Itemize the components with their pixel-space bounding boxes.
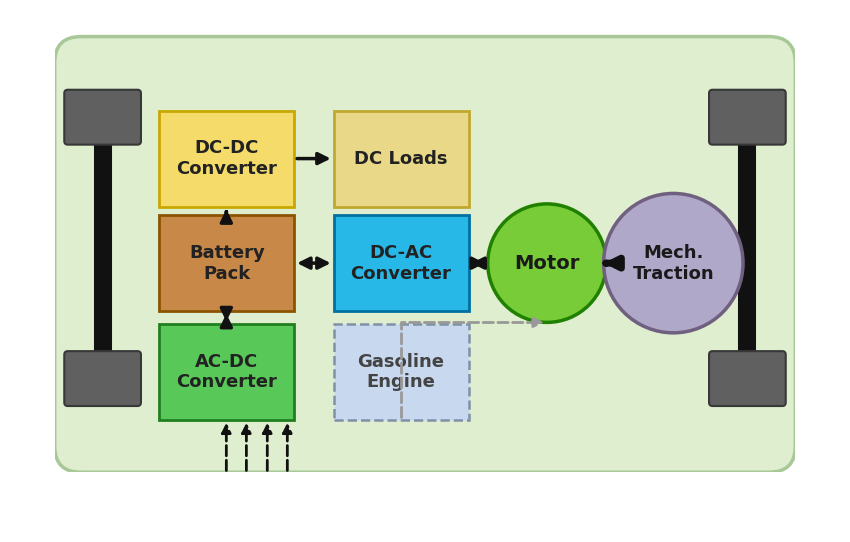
Text: Motor: Motor — [514, 254, 580, 273]
FancyBboxPatch shape — [65, 351, 141, 406]
FancyBboxPatch shape — [190, 503, 325, 542]
FancyArrowPatch shape — [471, 258, 485, 268]
FancyArrowPatch shape — [283, 426, 292, 500]
FancyBboxPatch shape — [159, 324, 294, 420]
Text: DC-AC
Converter: DC-AC Converter — [350, 244, 451, 282]
Text: DC-DC
Converter: DC-DC Converter — [176, 139, 277, 178]
FancyBboxPatch shape — [65, 90, 141, 145]
FancyArrowPatch shape — [223, 426, 230, 500]
FancyBboxPatch shape — [54, 37, 796, 472]
FancyArrowPatch shape — [242, 426, 250, 500]
Text: Mech.
Traction: Mech. Traction — [632, 244, 714, 282]
FancyArrowPatch shape — [264, 426, 271, 500]
Text: Grid: Grid — [228, 526, 287, 542]
FancyBboxPatch shape — [709, 90, 785, 145]
FancyBboxPatch shape — [333, 215, 468, 311]
Circle shape — [604, 193, 743, 333]
FancyArrowPatch shape — [221, 212, 231, 223]
Circle shape — [488, 204, 606, 322]
FancyArrowPatch shape — [221, 307, 231, 328]
FancyArrowPatch shape — [298, 153, 327, 164]
FancyBboxPatch shape — [709, 351, 785, 406]
FancyBboxPatch shape — [159, 215, 294, 311]
Text: Gasoline
Engine: Gasoline Engine — [358, 353, 445, 391]
FancyBboxPatch shape — [159, 111, 294, 207]
FancyArrowPatch shape — [606, 258, 621, 268]
FancyBboxPatch shape — [333, 111, 468, 207]
FancyBboxPatch shape — [333, 324, 468, 420]
Text: AC-DC
Converter: AC-DC Converter — [176, 353, 277, 391]
Text: DC Loads: DC Loads — [354, 150, 448, 167]
Text: Battery
Pack: Battery Pack — [189, 244, 264, 282]
FancyArrowPatch shape — [301, 258, 327, 268]
